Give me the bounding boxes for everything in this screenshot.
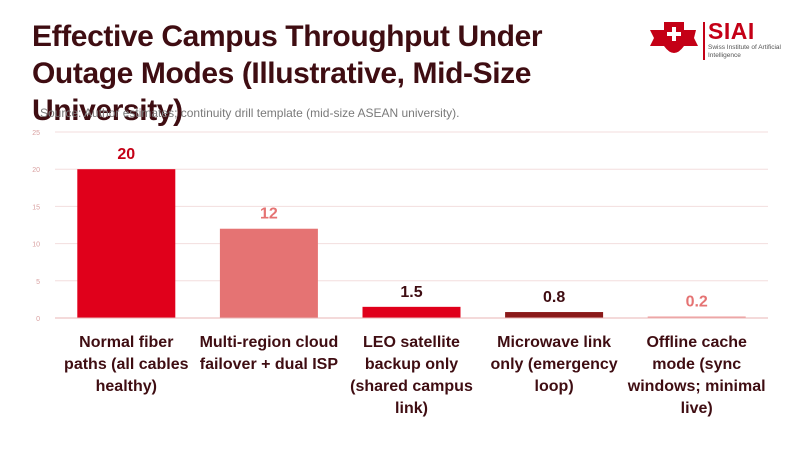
y-axis-ticks: 0 5 10 15 20 25 xyxy=(32,130,40,323)
bar-value-label: 0.8 xyxy=(543,289,565,306)
x-tick-label: Microwave link only (emergency loop) xyxy=(490,334,618,395)
bar-value-label: 0.2 xyxy=(686,294,708,311)
bar xyxy=(647,316,746,318)
value-labels: 20 12 1.5 0.8 0.2 xyxy=(117,146,708,310)
logo-subtitle: Swiss Institute of Artificial Intelligen… xyxy=(708,44,781,59)
bar-value-label: 20 xyxy=(117,146,135,163)
y-tick-label: 5 xyxy=(36,279,40,286)
x-tick-label: Offline cache mode (sync windows; minima… xyxy=(627,334,766,417)
y-tick-label: 0 xyxy=(36,316,40,323)
bar-value-label: 1.5 xyxy=(400,284,422,301)
bar xyxy=(219,228,318,318)
logo-wordmark: SIAI xyxy=(708,18,755,44)
swiss-shield-icon xyxy=(650,22,698,53)
bar xyxy=(77,169,176,318)
bar-value-label: 12 xyxy=(260,206,278,223)
chart-title: Effective Campus Throughput Under Outage… xyxy=(32,20,543,127)
x-tick-label: LEO satellite backup only (shared campus… xyxy=(350,334,473,417)
x-tick-label: Normal fiber paths (all cables healthy) xyxy=(64,334,189,395)
source-note: Source: Author estimates; continuity dri… xyxy=(40,106,460,120)
y-tick-label: 10 xyxy=(32,242,40,249)
x-tick-label: Multi-region cloud failover + dual ISP xyxy=(199,334,339,373)
bars xyxy=(77,169,746,318)
y-tick-label: 25 xyxy=(32,130,40,137)
bar xyxy=(362,306,461,318)
y-tick-label: 15 xyxy=(32,204,40,211)
y-tick-label: 20 xyxy=(32,167,40,174)
logo-divider xyxy=(703,22,705,60)
bar xyxy=(505,312,604,318)
